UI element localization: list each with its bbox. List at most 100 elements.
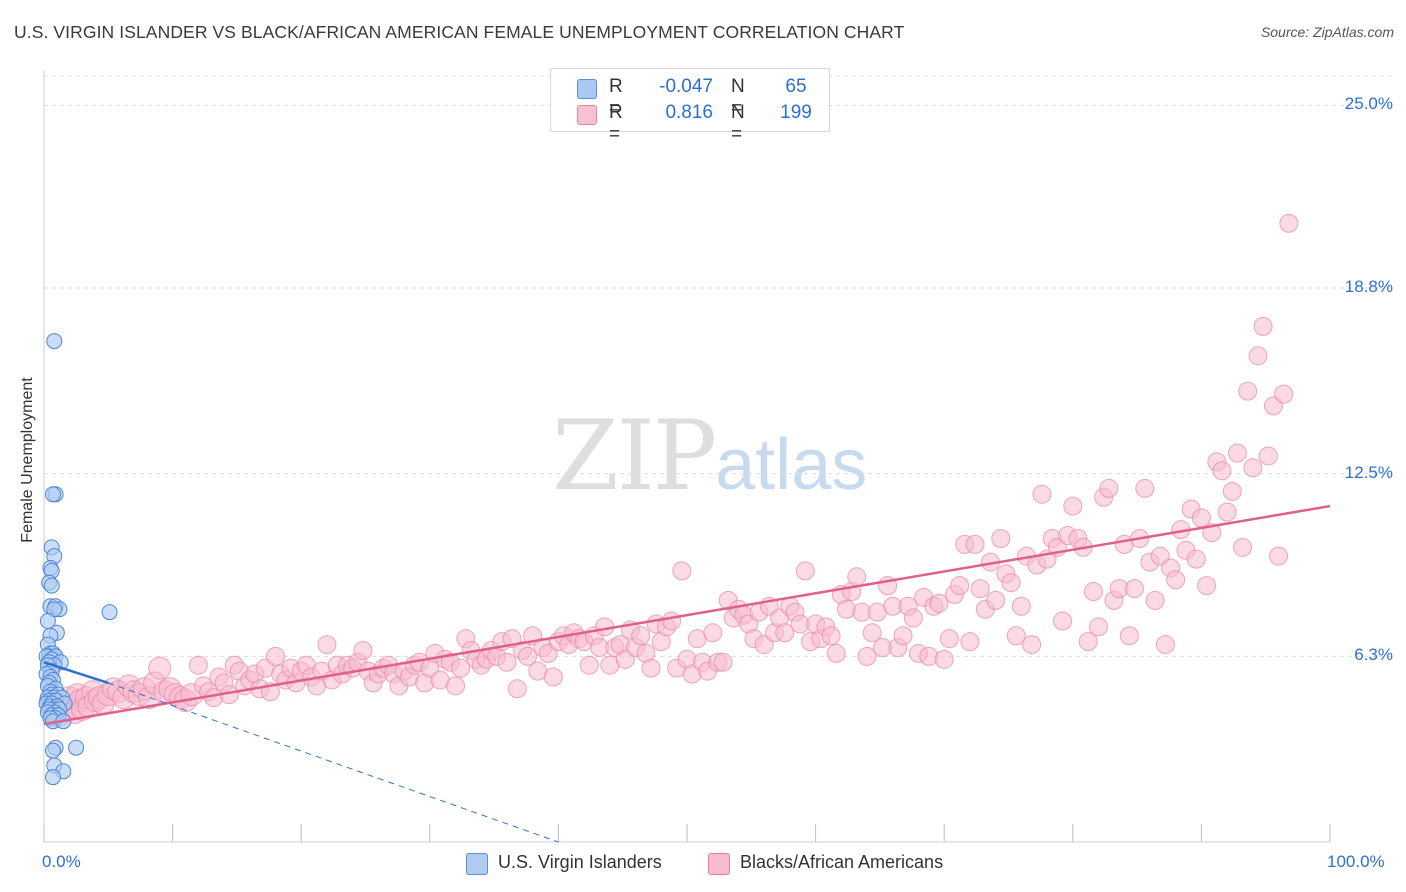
legend-label: U.S. Virgin Islanders: [498, 852, 662, 872]
n-label: N =: [731, 76, 745, 119]
data-point-black-african-americans: [1212, 461, 1232, 481]
data-point-black-african-americans: [1011, 596, 1031, 616]
source-label: Source: ZipAtlas.com: [1260, 24, 1394, 40]
data-point-black-african-americans: [1243, 458, 1263, 478]
data-point-black-african-americans: [1145, 590, 1165, 610]
data-point-black-african-americans: [986, 590, 1006, 610]
data-point-black-african-americans: [893, 626, 913, 646]
data-point-black-african-americans: [1089, 617, 1109, 637]
data-point-black-african-americans: [497, 652, 517, 672]
y-tick-label: 25.0%: [1344, 94, 1393, 114]
data-point-black-african-americans: [631, 626, 651, 646]
legend-swatch-pink: [577, 105, 597, 125]
legend-label: Blacks/African Americans: [740, 852, 944, 872]
data-point-black-african-americans: [662, 611, 682, 631]
data-point-black-african-americans: [934, 649, 954, 669]
y-tick-label: 6.3%: [1354, 645, 1393, 665]
data-point-black-african-americans: [317, 635, 337, 655]
data-point-black-african-americans: [1269, 546, 1289, 566]
data-point-black-african-americans: [1135, 478, 1155, 498]
data-point-black-african-americans: [836, 599, 856, 619]
data-point-black-african-americans: [1222, 481, 1242, 501]
data-point-black-african-americans: [1248, 346, 1268, 366]
chart-title: U.S. VIRGIN ISLANDER VS BLACK/AFRICAN AM…: [14, 22, 905, 42]
data-point-black-african-americans: [451, 658, 471, 678]
data-point-black-african-americans: [1258, 446, 1278, 466]
data-point-black-african-americans: [1099, 478, 1119, 498]
data-point-black-african-americans: [1227, 443, 1247, 463]
data-point-black-african-americans: [507, 679, 527, 699]
r-label: R =: [609, 102, 623, 145]
r-label: R =: [609, 76, 623, 119]
data-point-black-african-americans: [903, 608, 923, 628]
watermark: ZIPatlas: [552, 400, 867, 512]
data-point-black-african-americans: [939, 629, 959, 649]
data-point-black-african-americans: [579, 655, 599, 675]
data-point-black-african-americans: [703, 623, 723, 643]
data-point-black-african-americans: [1006, 626, 1026, 646]
data-point-black-african-americans: [1238, 381, 1258, 401]
data-point-black-african-americans: [1125, 579, 1145, 599]
data-point-black-african-americans: [1078, 632, 1098, 652]
data-point-black-african-americans: [265, 646, 285, 666]
data-point-black-african-americans: [641, 658, 661, 678]
n-value: 199: [780, 102, 812, 123]
legend-swatch-blue: [577, 79, 597, 99]
data-point-black-african-americans: [965, 534, 985, 554]
legend-swatch-blue: [466, 853, 488, 875]
data-point-black-african-americans: [1022, 635, 1042, 655]
data-point-black-african-americans: [950, 576, 970, 596]
data-point-virgin-islanders: [46, 333, 63, 350]
r-value: -0.047: [659, 76, 713, 97]
n-label: N =: [731, 102, 745, 145]
data-point-black-african-americans: [1053, 611, 1073, 631]
data-point-black-african-americans: [862, 623, 882, 643]
correlation-legend: R = -0.047 N = 65 R = 0.816 N = 199: [550, 68, 830, 145]
data-point-black-african-americans: [543, 667, 563, 687]
data-point-black-african-americans: [821, 626, 841, 646]
data-point-virgin-islanders: [45, 769, 62, 786]
data-point-black-african-americans: [1279, 213, 1299, 233]
data-point-black-african-americans: [1032, 484, 1052, 504]
data-point-black-african-americans: [826, 643, 846, 663]
data-point-black-african-americans: [847, 567, 867, 587]
y-tick-label: 18.8%: [1344, 277, 1393, 297]
data-point-black-african-americans: [672, 561, 692, 581]
data-point-black-african-americans: [1274, 384, 1294, 404]
x-tick-label-max: 100.0%: [1327, 852, 1385, 871]
data-point-black-african-americans: [1083, 582, 1103, 602]
x-tick-label-min: 0.0%: [42, 852, 81, 871]
data-point-virgin-islanders: [101, 604, 118, 621]
data-point-black-african-americans: [1233, 537, 1253, 557]
data-point-black-african-americans: [1186, 549, 1206, 569]
data-point-black-african-americans: [775, 623, 795, 643]
data-point-black-african-americans: [446, 676, 466, 696]
data-point-black-african-americans: [857, 646, 877, 666]
trendline-black-african-americans: [43, 504, 1331, 726]
trendline-virgin-islanders-extended: [108, 682, 559, 843]
data-point-black-african-americans: [1063, 496, 1083, 516]
data-point-virgin-islanders: [45, 486, 62, 503]
data-point-black-african-americans: [1001, 573, 1021, 593]
data-point-black-african-americans: [1217, 502, 1237, 522]
data-point-black-african-americans: [1119, 626, 1139, 646]
watermark-atlas: atlas: [715, 425, 868, 505]
data-point-black-african-americans: [991, 529, 1011, 549]
data-point-black-african-americans: [353, 640, 373, 660]
data-point-virgin-islanders: [45, 742, 62, 759]
data-point-black-african-americans: [929, 593, 949, 613]
legend-swatch-pink: [708, 853, 730, 875]
data-point-black-african-americans: [518, 646, 538, 666]
data-point-black-african-americans: [970, 579, 990, 599]
r-value: 0.816: [665, 102, 713, 123]
watermark-zip: ZIP: [552, 400, 717, 512]
data-point-black-african-americans: [919, 646, 939, 666]
data-point-black-african-americans: [188, 655, 208, 675]
data-point-black-african-americans: [148, 656, 172, 680]
data-point-black-african-americans: [1197, 576, 1217, 596]
data-point-black-african-americans: [960, 632, 980, 652]
data-point-black-african-americans: [795, 561, 815, 581]
n-value: 65: [785, 76, 807, 97]
data-point-black-african-americans: [1166, 570, 1186, 590]
